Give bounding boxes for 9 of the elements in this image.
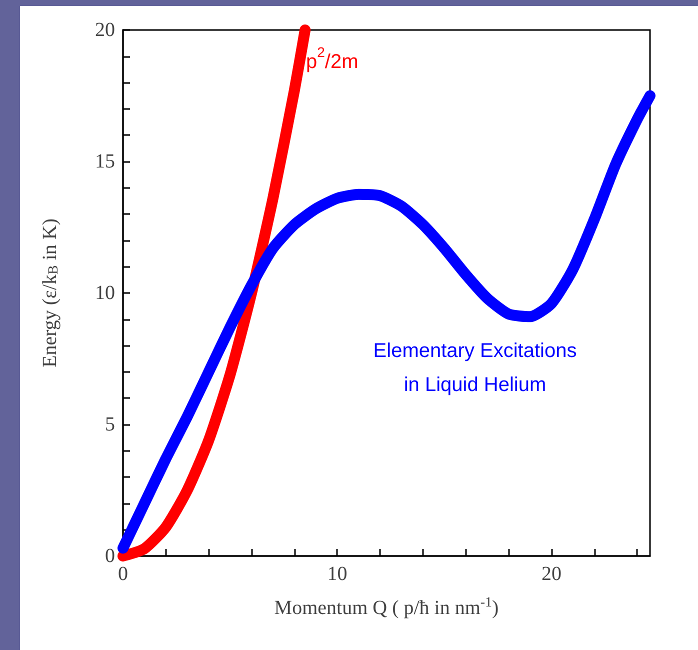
y-axis-title: Energy (ε/kB in K) — [39, 218, 62, 368]
x-tick-label: 20 — [541, 563, 562, 585]
y-tick-label: 5 — [105, 414, 115, 436]
x-tick-label: 10 — [327, 563, 348, 585]
y-tick-label: 10 — [95, 282, 115, 304]
annotation: Elementary Excitations in Liquid Helium — [373, 340, 577, 396]
y-tick-label: 0 — [105, 545, 115, 567]
y-tick-label: 20 — [95, 19, 115, 41]
y-tick-label: 15 — [95, 150, 115, 172]
